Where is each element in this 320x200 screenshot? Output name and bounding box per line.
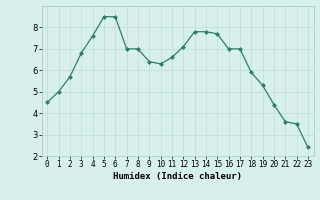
X-axis label: Humidex (Indice chaleur): Humidex (Indice chaleur) bbox=[113, 172, 242, 181]
